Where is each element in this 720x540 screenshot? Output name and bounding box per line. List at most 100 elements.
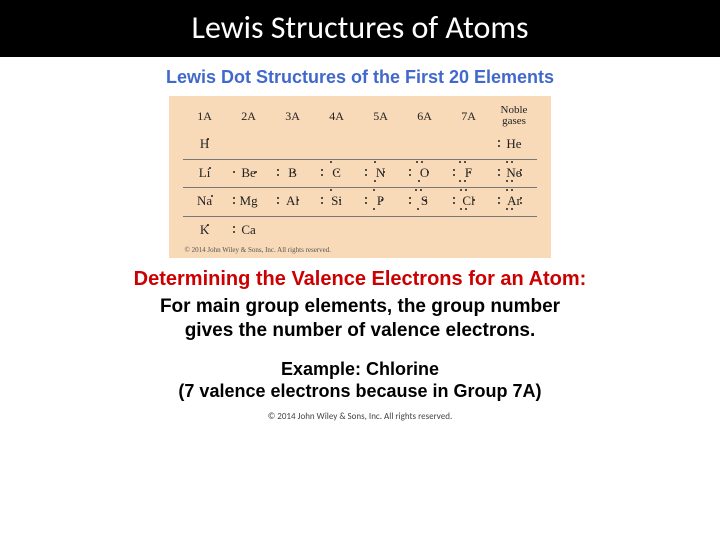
element-symbol: B: [288, 165, 297, 180]
electron-dot: [409, 197, 411, 199]
lewis-table: 1A2A3A4A5A6A7ANoblegases HHeLiBeBCNOFNeN…: [183, 102, 538, 244]
lewis-dot-structure: Li: [193, 165, 217, 181]
element-cell: Be: [227, 159, 271, 187]
diagram-caption: © 2014 John Wiley & Sons, Inc. All right…: [183, 246, 538, 254]
element-cell: [403, 131, 447, 158]
element-symbol: S: [421, 193, 428, 208]
element-cell: Li: [183, 159, 227, 187]
electron-dot: [465, 189, 467, 191]
element-symbol: Cl: [462, 193, 474, 208]
electron-dot: [321, 202, 323, 204]
electron-dot: [417, 208, 419, 210]
lewis-dot-structure: He: [502, 136, 526, 152]
electron-dot: [277, 174, 279, 176]
lewis-dot-structure: Na: [193, 193, 217, 209]
lewis-dot-structure: Be: [237, 165, 261, 181]
element-cell: N: [359, 159, 403, 187]
element-cell: [227, 131, 271, 158]
electron-dot: [409, 169, 411, 171]
element-symbol: Ca: [241, 222, 255, 237]
lewis-diagram-container: 1A2A3A4A5A6A7ANoblegases HHeLiBeBCNOFNeN…: [0, 96, 720, 258]
electron-dot: [330, 189, 332, 191]
lewis-dot-structure: K: [193, 222, 217, 238]
lewis-dot-structure: Cl: [457, 193, 481, 209]
body-text: For main group elements, the group numbe…: [0, 295, 720, 344]
element-row: Li Be B C N O F Ne: [183, 159, 538, 187]
lewis-dot-structure: Al: [281, 193, 305, 209]
slide-subtitle: Lewis Dot Structures of the First 20 Ele…: [0, 67, 720, 88]
group-header: 6A: [403, 102, 447, 131]
element-cell: He: [491, 131, 538, 158]
electron-dot: [416, 161, 418, 163]
element-cell: [315, 216, 359, 244]
electron-dot: [233, 197, 235, 199]
element-cell: [359, 216, 403, 244]
element-cell: [271, 131, 315, 158]
lewis-dot-structure: H: [193, 136, 217, 152]
electron-dot: [421, 161, 423, 163]
electron-dot: [373, 189, 375, 191]
lewis-dot-structure: Ne: [502, 165, 526, 181]
element-row: NaMgAlSiPSClAr: [183, 188, 538, 216]
element-symbol: Ne: [506, 165, 521, 180]
element-symbol: C: [332, 165, 341, 180]
group-header: 3A: [271, 102, 315, 131]
electron-dot: [321, 174, 323, 176]
element-cell: Si: [315, 188, 359, 216]
element-cell: C: [315, 159, 359, 187]
element-cell: S: [403, 188, 447, 216]
lewis-dot-structure: N: [369, 165, 393, 181]
electron-dot: [465, 208, 467, 210]
electron-dot: [511, 208, 513, 210]
electron-dot: [365, 174, 367, 176]
group-header: Noblegases: [491, 102, 538, 131]
element-symbol: Al: [286, 193, 299, 208]
electron-dot: [233, 226, 235, 228]
slide-title: Lewis Structures of Atoms: [0, 0, 720, 57]
example-line-1: Example: Chlorine: [281, 359, 439, 379]
electron-dot: [459, 161, 461, 163]
example-text: Example: Chlorine (7 valence electrons b…: [0, 358, 720, 403]
group-header: 5A: [359, 102, 403, 131]
element-cell: Na: [183, 188, 227, 216]
element-cell: Mg: [227, 188, 271, 216]
element-symbol: O: [420, 165, 429, 180]
element-cell: O: [403, 159, 447, 187]
electron-dot: [460, 208, 462, 210]
electron-dot: [233, 231, 235, 233]
example-line-2: (7 valence electrons because in Group 7A…: [178, 381, 541, 401]
electron-dot: [365, 202, 367, 204]
electron-dot: [498, 202, 500, 204]
electron-dot: [374, 161, 376, 163]
electron-dot: [373, 208, 375, 210]
electron-dot: [506, 208, 508, 210]
element-symbol: Ar: [507, 193, 521, 208]
element-cell: F: [447, 159, 491, 187]
element-cell: [447, 131, 491, 158]
element-symbol: F: [465, 165, 472, 180]
element-symbol: N: [376, 165, 385, 180]
electron-dot: [365, 197, 367, 199]
element-cell: K: [183, 216, 227, 244]
element-symbol: K: [200, 222, 209, 237]
electron-dot: [498, 174, 500, 176]
electron-dot: [498, 145, 500, 147]
element-symbol: Mg: [240, 193, 258, 208]
element-cell: [271, 216, 315, 244]
element-cell: [359, 131, 403, 158]
lewis-dot-structure: Si: [325, 193, 349, 209]
electron-dot: [277, 169, 279, 171]
electron-dot: [277, 197, 279, 199]
element-cell: B: [271, 159, 315, 187]
element-symbol: He: [506, 136, 521, 151]
group-header: 7A: [447, 102, 491, 131]
element-cell: [315, 131, 359, 158]
section-heading: Determining the Valence Electrons for an…: [0, 268, 720, 291]
lewis-diagram: 1A2A3A4A5A6A7ANoblegases HHeLiBeBCNOFNeN…: [169, 96, 552, 258]
lewis-dot-structure: Mg: [237, 193, 261, 209]
element-cell: Al: [271, 188, 315, 216]
element-row: H He: [183, 131, 538, 158]
electron-dot: [511, 161, 513, 163]
electron-dot: [330, 161, 332, 163]
electron-dot: [321, 169, 323, 171]
